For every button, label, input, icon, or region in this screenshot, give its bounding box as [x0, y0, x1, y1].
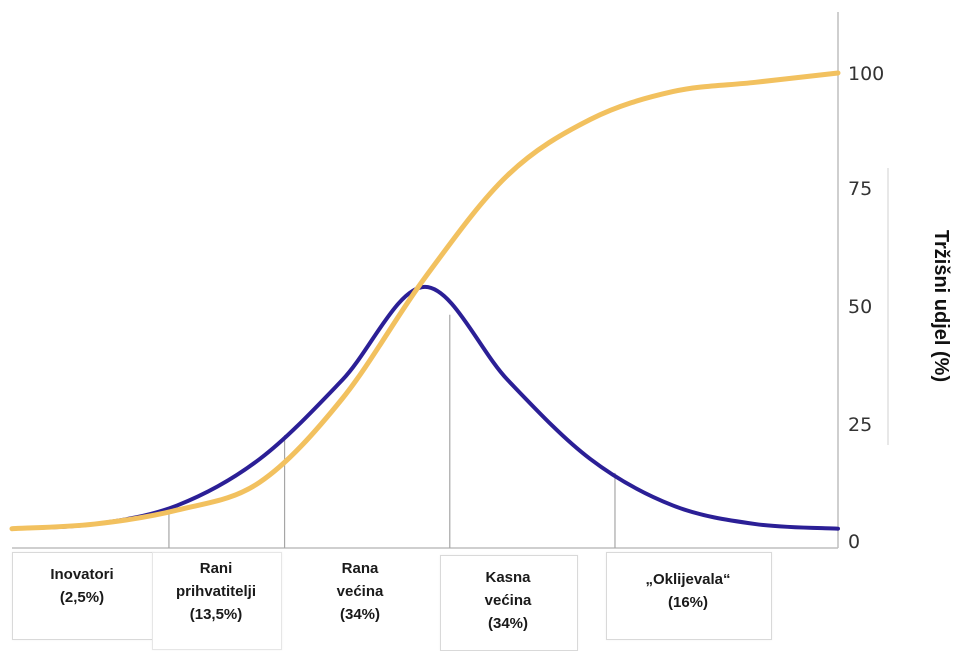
segment-label-line: Rana	[341, 560, 379, 577]
y-tick-label: 50	[848, 296, 872, 318]
y-tick-label: 100	[848, 63, 884, 85]
y-tick-label: 0	[848, 531, 860, 553]
segment-label: Kasna većina (34%)	[440, 566, 576, 635]
segment-label-line: prihvatitelji	[175, 583, 257, 600]
segment-label-line: „Oklijevala“	[645, 571, 731, 588]
segment-box-oklijevala	[606, 552, 772, 640]
segment-box-inovatori	[12, 552, 154, 640]
segment-label: Inovatori (2,5%)	[12, 563, 152, 609]
segment-box-rani-prihvatitelji	[152, 552, 282, 650]
segment-label: „Oklijevala“ (16%)	[606, 568, 770, 614]
segment-box-kasna-vecina	[440, 555, 578, 651]
segment-label-line: Rani	[199, 560, 233, 577]
y-tick-label: 25	[848, 414, 872, 436]
segment-label-line: (34%)	[339, 606, 380, 623]
segment-label-line: (16%)	[667, 594, 708, 611]
segment-label-line: Kasna	[485, 569, 531, 586]
segment-label-line: (13,5%)	[189, 606, 243, 623]
segment-label-line: većina	[484, 592, 532, 609]
y-tick-label: 75	[848, 178, 872, 200]
segment-label: Rana većina (34%)	[280, 557, 440, 626]
y-tick-labels: 0 25 50 75 100	[848, 63, 884, 553]
adopters-bell-curve	[10, 284, 840, 531]
market-share-s-curve	[9, 70, 841, 532]
y-axis-title: Tržišni udjel (%)	[930, 230, 952, 382]
segment-dividers	[168, 314, 616, 548]
segment-label-line: (34%)	[487, 615, 528, 632]
segment-label-line: (2,5%)	[59, 589, 105, 606]
segment-label-line: većina	[336, 583, 384, 600]
segment-label: Rani prihvatitelji (13,5%)	[152, 557, 280, 626]
segment-label-line: Inovatori	[50, 566, 114, 583]
